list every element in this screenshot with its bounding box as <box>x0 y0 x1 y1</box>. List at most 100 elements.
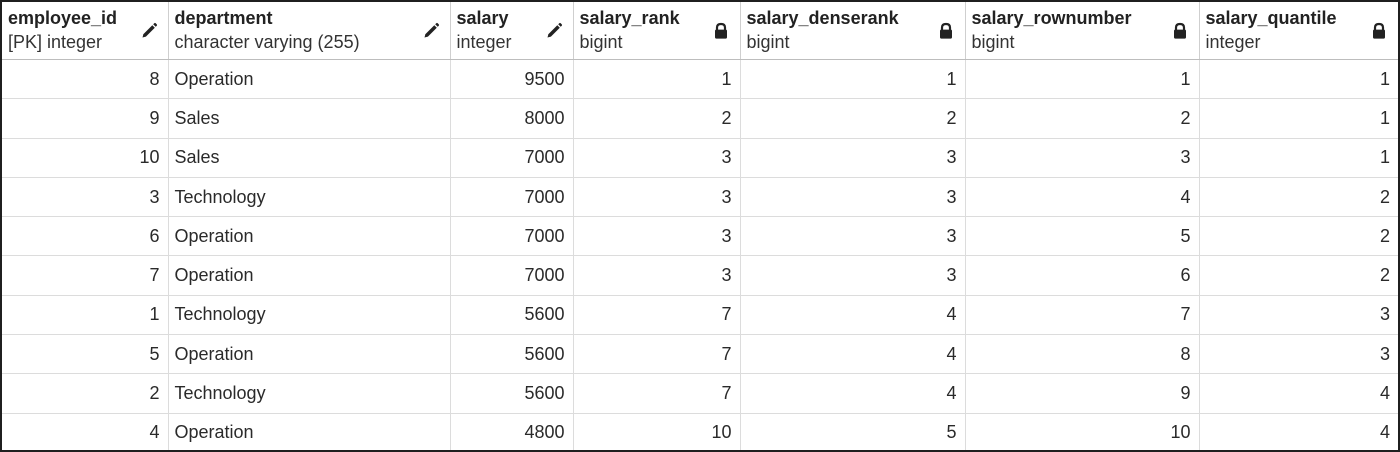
cell-salary-quantile[interactable]: 1 <box>1199 98 1398 139</box>
cell-salary-rank[interactable]: 7 <box>573 373 741 414</box>
cell-salary-quantile[interactable]: 2 <box>1199 177 1398 218</box>
column-header-department[interactable]: department character varying (255) <box>168 2 451 60</box>
cell-salary-denserank[interactable]: 5 <box>740 413 966 450</box>
table-row[interactable]: 6 Operation 7000 3 3 5 2 <box>2 216 1398 257</box>
cell-salary-rank[interactable]: 1 <box>573 59 741 100</box>
cell-salary-rank[interactable]: 7 <box>573 334 741 375</box>
cell-salary-denserank[interactable]: 4 <box>740 295 966 336</box>
column-type: integer <box>1205 32 1261 52</box>
cell-salary-denserank[interactable]: 2 <box>740 98 966 139</box>
cell-salary-quantile[interactable]: 2 <box>1199 255 1398 296</box>
cell-salary[interactable]: 8000 <box>450 98 574 139</box>
cell-department[interactable]: Sales <box>168 98 451 139</box>
table-row[interactable]: 8 Operation 9500 1 1 1 1 <box>2 59 1398 100</box>
lock-icon <box>937 22 955 40</box>
cell-employee-id[interactable]: 8 <box>2 59 169 100</box>
table-row[interactable]: 4 Operation 4800 10 5 10 4 <box>2 413 1398 450</box>
cell-salary-rownumber[interactable]: 6 <box>965 255 1200 296</box>
cell-employee-id[interactable]: 7 <box>2 255 169 296</box>
cell-salary-rank[interactable]: 3 <box>573 138 741 178</box>
cell-salary[interactable]: 4800 <box>450 413 574 450</box>
column-type: character varying (255) <box>174 32 360 52</box>
cell-employee-id[interactable]: 1 <box>2 295 169 336</box>
cell-salary[interactable]: 5600 <box>450 295 574 336</box>
header-row: employee_id [PK] integer department charact… <box>2 2 1398 60</box>
cell-salary[interactable]: 7000 <box>450 255 574 296</box>
cell-salary-rownumber[interactable]: 10 <box>965 413 1200 450</box>
column-type: integer <box>456 32 512 52</box>
column-type: bigint <box>579 32 623 52</box>
cell-employee-id[interactable]: 3 <box>2 177 169 218</box>
cell-salary-rownumber[interactable]: 1 <box>965 59 1200 100</box>
cell-salary-rank[interactable]: 2 <box>573 98 741 139</box>
cell-department[interactable]: Technology <box>168 373 451 414</box>
cell-salary-denserank[interactable]: 1 <box>740 59 966 100</box>
column-header-salary-rownumber[interactable]: salary_rownumber bigint <box>965 2 1200 60</box>
cell-salary[interactable]: 9500 <box>450 59 574 100</box>
column-name: department <box>174 8 273 28</box>
column-name: salary_denserank <box>746 8 899 28</box>
cell-employee-id[interactable]: 2 <box>2 373 169 414</box>
pencil-icon <box>422 22 440 40</box>
cell-salary-rank[interactable]: 3 <box>573 255 741 296</box>
cell-salary-denserank[interactable]: 3 <box>740 177 966 218</box>
cell-salary-rank[interactable]: 7 <box>573 295 741 336</box>
table-row[interactable]: 2 Technology 5600 7 4 9 4 <box>2 373 1398 414</box>
table-row[interactable]: 1 Technology 5600 7 4 7 3 <box>2 295 1398 336</box>
cell-salary-quantile[interactable]: 3 <box>1199 334 1398 375</box>
column-header-employee-id[interactable]: employee_id [PK] integer <box>2 2 169 60</box>
cell-salary-rank[interactable]: 10 <box>573 413 741 450</box>
cell-salary-quantile[interactable]: 1 <box>1199 138 1398 178</box>
table-row[interactable]: 5 Operation 5600 7 4 8 3 <box>2 334 1398 375</box>
cell-salary-rank[interactable]: 3 <box>573 216 741 257</box>
cell-salary-quantile[interactable]: 1 <box>1199 59 1398 100</box>
cell-salary[interactable]: 7000 <box>450 138 574 178</box>
cell-salary-rownumber[interactable]: 8 <box>965 334 1200 375</box>
cell-salary[interactable]: 5600 <box>450 373 574 414</box>
table-row[interactable]: 7 Operation 7000 3 3 6 2 <box>2 255 1398 296</box>
table-row[interactable]: 3 Technology 7000 3 3 4 2 <box>2 177 1398 218</box>
cell-salary[interactable]: 7000 <box>450 216 574 257</box>
cell-salary[interactable]: 5600 <box>450 334 574 375</box>
cell-salary-quantile[interactable]: 4 <box>1199 373 1398 414</box>
lock-icon <box>1370 22 1388 40</box>
cell-salary-rownumber[interactable]: 7 <box>965 295 1200 336</box>
column-type: [PK] integer <box>8 32 103 52</box>
cell-salary-rank[interactable]: 3 <box>573 177 741 218</box>
column-header-salary-quantile[interactable]: salary_quantile integer <box>1199 2 1398 60</box>
cell-department[interactable]: Operation <box>168 255 451 296</box>
column-header-salary-rank[interactable]: salary_rank bigint <box>573 2 741 60</box>
cell-department[interactable]: Technology <box>168 177 451 218</box>
table-header: employee_id [PK] integer department charact… <box>2 2 1398 60</box>
cell-salary-denserank[interactable]: 3 <box>740 138 966 178</box>
cell-employee-id[interactable]: 9 <box>2 98 169 139</box>
cell-department[interactable]: Operation <box>168 216 451 257</box>
cell-salary-rownumber[interactable]: 5 <box>965 216 1200 257</box>
cell-salary-denserank[interactable]: 3 <box>740 216 966 257</box>
cell-department[interactable]: Operation <box>168 334 451 375</box>
cell-employee-id[interactable]: 4 <box>2 413 169 450</box>
cell-salary-quantile[interactable]: 4 <box>1379 422 1390 443</box>
cell-employee-id[interactable]: 6 <box>2 216 169 257</box>
cell-salary[interactable]: 7000 <box>450 177 574 218</box>
cell-salary-quantile[interactable]: 3 <box>1199 295 1398 336</box>
cell-salary-denserank[interactable]: 4 <box>740 334 966 375</box>
cell-department[interactable]: Technology <box>168 295 451 336</box>
table-row[interactable]: 9 Sales 8000 2 2 2 1 <box>2 98 1398 139</box>
cell-salary-rownumber[interactable]: 4 <box>965 177 1200 218</box>
cell-employee-id[interactable]: 5 <box>2 334 169 375</box>
cell-department[interactable]: Operation <box>168 59 451 100</box>
cell-salary-rownumber[interactable]: 3 <box>965 138 1200 178</box>
table-row[interactable]: 10 Sales 7000 3 3 3 1 <box>2 138 1398 178</box>
cell-salary-quantile[interactable]: 2 <box>1199 216 1398 257</box>
cell-salary-rownumber[interactable]: 9 <box>965 373 1200 414</box>
cell-salary-denserank[interactable]: 3 <box>740 255 966 296</box>
cell-salary-rownumber[interactable]: 2 <box>965 98 1200 139</box>
cell-department[interactable]: Operation <box>168 413 451 450</box>
cell-department[interactable]: Sales <box>168 138 451 178</box>
cell-salary-denserank[interactable]: 4 <box>740 373 966 414</box>
column-header-salary[interactable]: salary integer <box>450 2 574 60</box>
cell-employee-id[interactable]: 10 <box>2 138 169 178</box>
column-header-salary-denserank[interactable]: salary_denserank bigint <box>740 2 966 60</box>
